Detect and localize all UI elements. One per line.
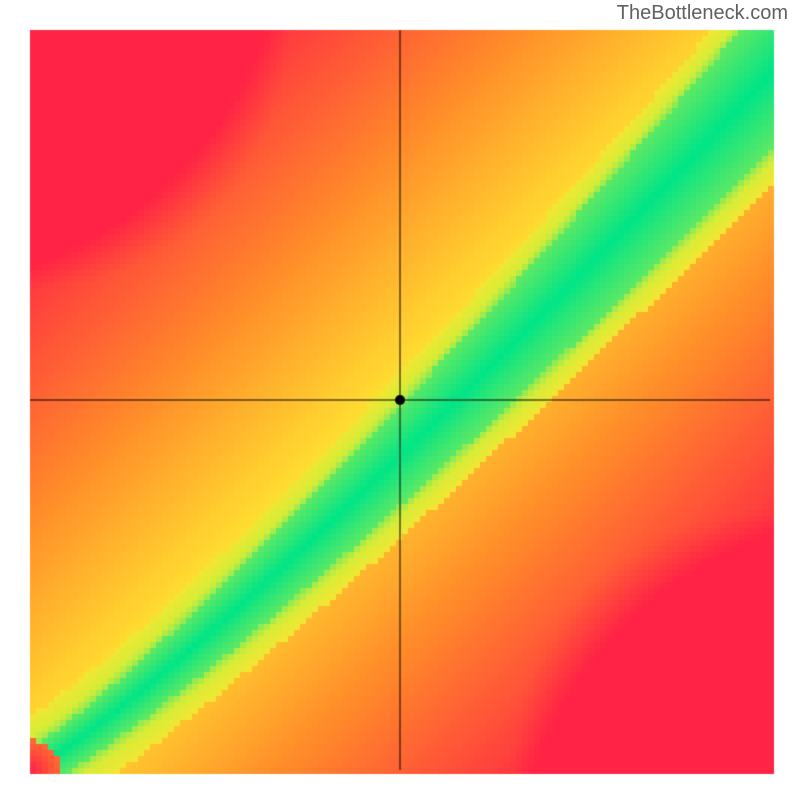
heatmap-canvas (0, 0, 800, 800)
watermark-text: TheBottleneck.com (617, 2, 788, 25)
chart-container: TheBottleneck.com (0, 0, 800, 800)
